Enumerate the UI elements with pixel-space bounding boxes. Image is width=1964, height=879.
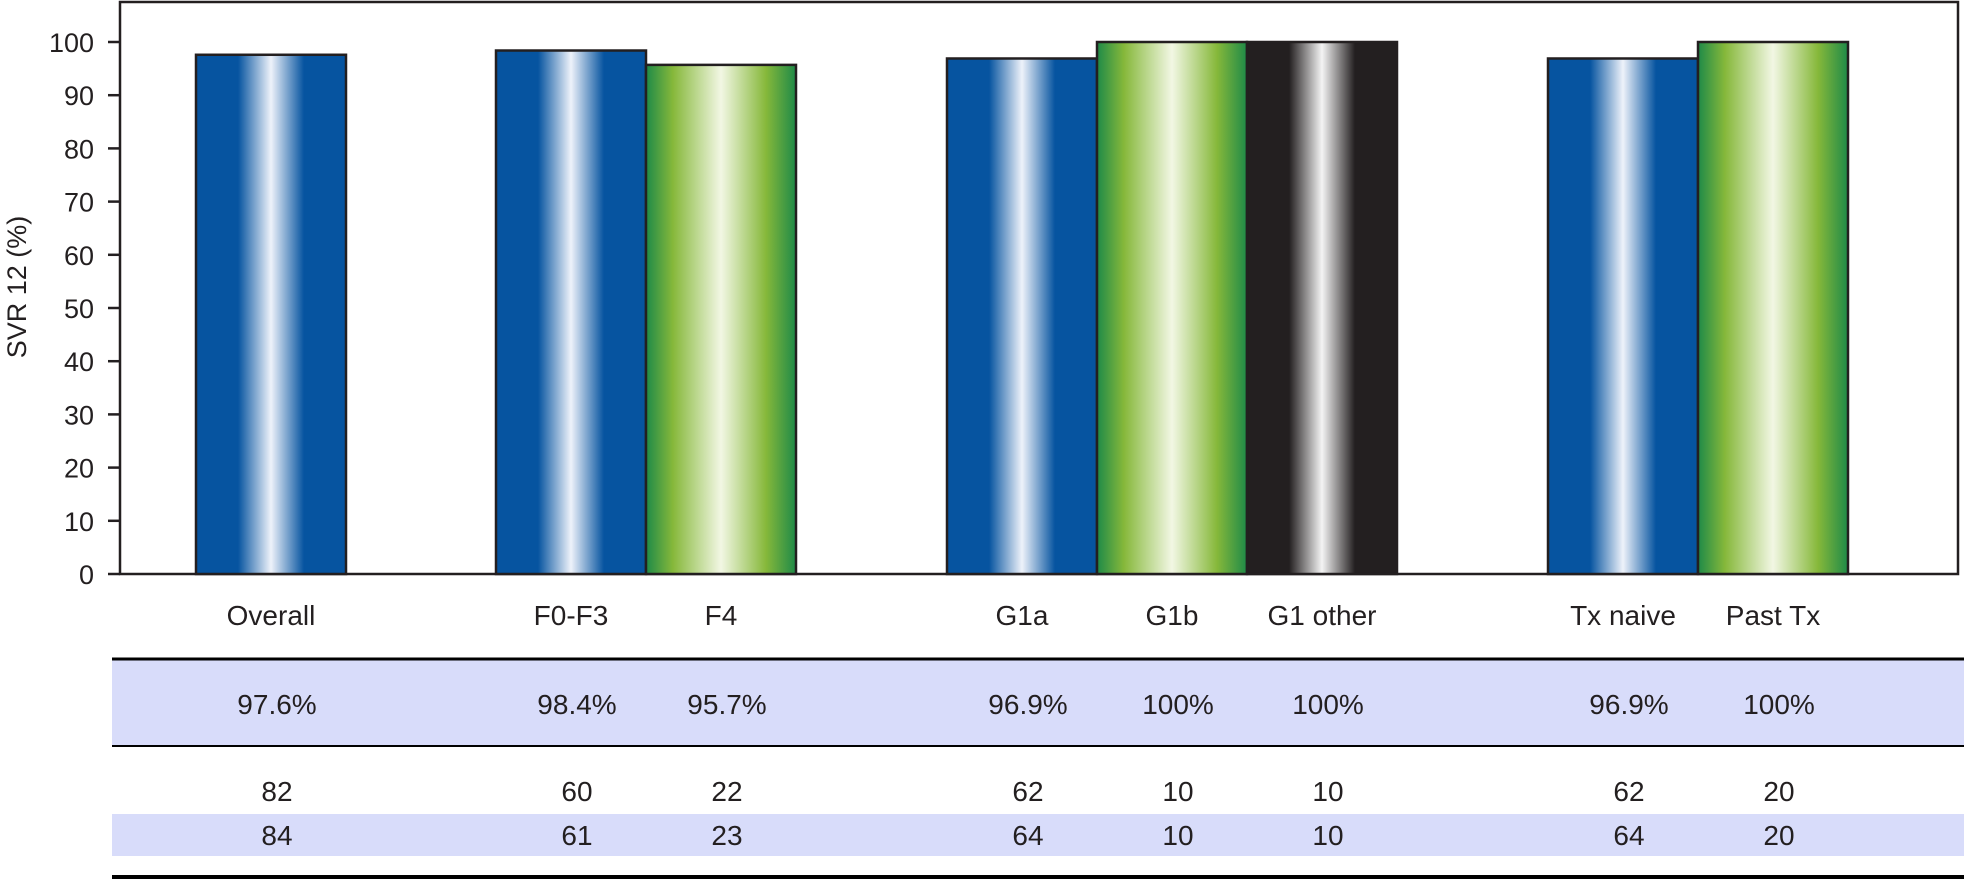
percent-cell: 96.9% <box>1589 689 1668 720</box>
category-label: F0-F3 <box>534 600 609 631</box>
count-row-2-cell: 64 <box>1012 820 1043 851</box>
count-row-2-cell: 64 <box>1613 820 1644 851</box>
bar-tx-naive <box>1546 57 1700 576</box>
y-tick-label: 90 <box>64 81 94 111</box>
bar-past-tx <box>1696 40 1850 576</box>
count-row-1-cell: 82 <box>261 776 292 807</box>
bar-g1b <box>1095 40 1249 576</box>
count-row-2-band <box>112 814 1964 856</box>
y-axis-label: SVR 12 (%) <box>2 216 32 359</box>
bar-f4 <box>644 63 798 576</box>
percent-cell: 100% <box>1292 689 1364 720</box>
category-label: G1 other <box>1268 600 1377 631</box>
percent-cell: 100% <box>1743 689 1815 720</box>
y-tick-label: 40 <box>64 347 94 377</box>
count-row-1-cell: 22 <box>711 776 742 807</box>
count-row-2-cell: 23 <box>711 820 742 851</box>
y-tick-label: 80 <box>64 134 94 164</box>
count-row-1-cell: 20 <box>1763 776 1794 807</box>
percent-cell: 98.4% <box>537 689 616 720</box>
y-tick-label: 0 <box>79 560 94 590</box>
percent-cell: 100% <box>1142 689 1214 720</box>
count-row-2-cell: 20 <box>1763 820 1794 851</box>
y-tick-label: 10 <box>64 507 94 537</box>
y-tick-label: 50 <box>64 294 94 324</box>
percent-cell: 97.6% <box>237 689 316 720</box>
bar-g1a <box>945 57 1099 576</box>
category-label: G1a <box>996 600 1049 631</box>
y-tick-label: 30 <box>64 400 94 430</box>
bar-overall <box>194 53 348 576</box>
category-label: Overall <box>227 600 316 631</box>
count-row-1-cell: 60 <box>561 776 592 807</box>
count-row-2-cell: 84 <box>261 820 292 851</box>
count-row-1-cell: 10 <box>1312 776 1343 807</box>
count-row-2-cell: 10 <box>1312 820 1343 851</box>
category-label: Tx naive <box>1570 600 1676 631</box>
count-row-1-cell: 62 <box>1613 776 1644 807</box>
percent-cell: 95.7% <box>687 689 766 720</box>
percent-cell: 96.9% <box>988 689 1067 720</box>
count-row-2-cell: 10 <box>1162 820 1193 851</box>
y-tick-label: 60 <box>64 241 94 271</box>
y-tick-label: 20 <box>64 454 94 484</box>
count-row-1-cell: 10 <box>1162 776 1193 807</box>
bar-g1-other <box>1245 40 1399 576</box>
y-tick-label: 100 <box>49 28 94 58</box>
count-row-2-cell: 61 <box>561 820 592 851</box>
category-label: Past Tx <box>1726 600 1820 631</box>
category-label: F4 <box>705 600 738 631</box>
bar-f0-f3 <box>494 49 648 576</box>
y-tick-label: 70 <box>64 188 94 218</box>
count-row-1-cell: 62 <box>1012 776 1043 807</box>
category-label: G1b <box>1146 600 1199 631</box>
percent-row-band <box>112 660 1964 746</box>
